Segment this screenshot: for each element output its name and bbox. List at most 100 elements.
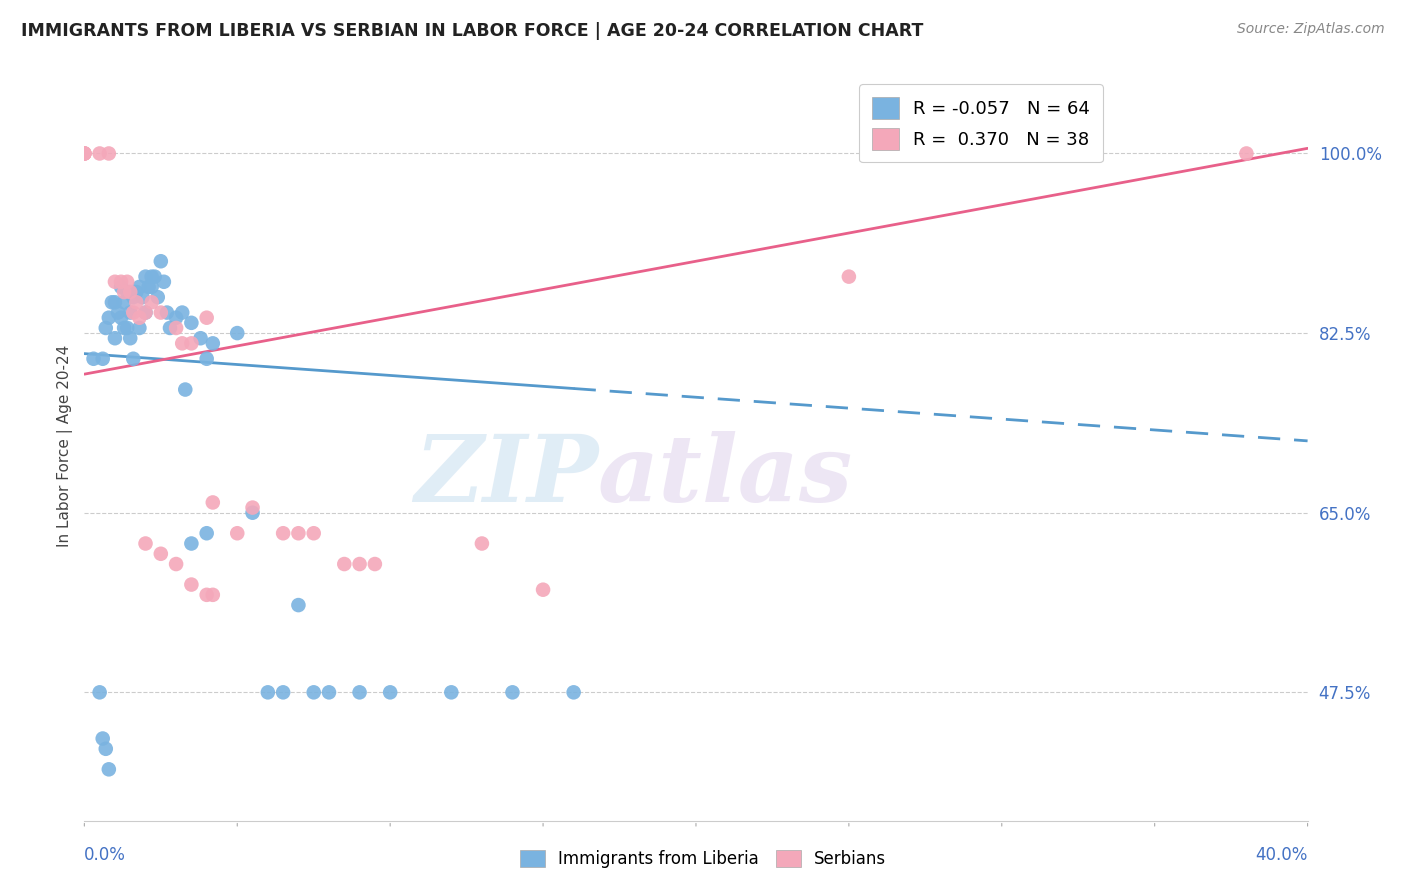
Point (201, 336, 224, 351)
Point (172, 305, 194, 319)
Point (97, 762, 120, 776)
Point (120, 285, 142, 299)
Point (91, 351, 114, 366)
Point (271, 526, 294, 541)
Point (242, 500, 264, 515)
Point (91, 731, 114, 746)
Point (128, 310, 150, 325)
Point (226, 526, 249, 541)
Text: IMMIGRANTS FROM LIBERIA VS SERBIAN IN LABOR FORCE | AGE 20-24 CORRELATION CHART: IMMIGRANTS FROM LIBERIA VS SERBIAN IN LA… (21, 22, 924, 40)
Point (156, 305, 179, 319)
Point (97, 146, 120, 161)
Point (201, 495, 224, 509)
Point (94, 741, 117, 756)
Point (104, 295, 127, 310)
Point (73, 146, 96, 161)
Point (94, 321, 117, 335)
Point (110, 310, 132, 325)
Point (115, 321, 138, 335)
Point (143, 269, 166, 284)
Point (502, 685, 524, 699)
Point (180, 536, 202, 550)
Point (107, 305, 129, 319)
Point (180, 336, 202, 351)
Point (287, 526, 309, 541)
Point (73, 146, 96, 161)
Point (141, 269, 163, 284)
Point (135, 269, 157, 284)
Y-axis label: In Labor Force | Age 20-24: In Labor Force | Age 20-24 (58, 345, 73, 547)
Point (89, 685, 111, 699)
Point (471, 536, 494, 550)
Point (122, 290, 145, 304)
Point (122, 305, 145, 319)
Point (128, 280, 150, 294)
Point (104, 275, 127, 289)
Point (180, 577, 202, 591)
Point (287, 598, 309, 612)
Point (172, 336, 194, 351)
Point (302, 685, 325, 699)
Point (165, 557, 187, 571)
Point (838, 269, 860, 284)
Point (115, 285, 138, 299)
Point (195, 310, 218, 325)
Legend: Immigrants from Liberia, Serbians: Immigrants from Liberia, Serbians (513, 843, 893, 875)
Point (349, 557, 371, 571)
Point (149, 305, 172, 319)
Point (110, 280, 132, 294)
Point (165, 310, 187, 325)
Point (125, 295, 148, 310)
Point (195, 588, 218, 602)
Point (135, 536, 157, 550)
Point (180, 316, 202, 330)
Point (122, 351, 145, 366)
Point (73, 146, 96, 161)
Point (138, 280, 160, 294)
Text: 0.0%: 0.0% (84, 847, 127, 864)
Point (165, 321, 187, 335)
Point (131, 290, 153, 304)
Point (135, 305, 157, 319)
Point (141, 295, 163, 310)
Point (201, 588, 224, 602)
Point (318, 685, 340, 699)
Point (440, 685, 463, 699)
Text: atlas: atlas (598, 431, 853, 521)
Point (112, 285, 135, 299)
Point (257, 685, 280, 699)
Point (195, 351, 218, 366)
Point (97, 310, 120, 325)
Text: 40.0%: 40.0% (1256, 847, 1308, 864)
Point (302, 526, 325, 541)
Point (125, 285, 148, 299)
Point (195, 526, 218, 541)
Point (153, 275, 176, 289)
Point (271, 685, 294, 699)
Point (562, 685, 585, 699)
Point (101, 295, 124, 310)
Point (364, 557, 387, 571)
Point (112, 321, 135, 335)
Point (104, 331, 127, 345)
Point (135, 305, 157, 319)
Point (120, 305, 142, 319)
Point (149, 547, 172, 561)
Point (83, 351, 105, 366)
Point (174, 383, 197, 397)
Point (149, 254, 172, 268)
Point (89, 146, 111, 161)
Point (380, 685, 402, 699)
Point (146, 290, 169, 304)
Point (73, 146, 96, 161)
Point (349, 685, 371, 699)
Point (128, 321, 150, 335)
Point (242, 506, 264, 520)
Point (112, 295, 135, 310)
Point (333, 557, 356, 571)
Legend: R = -0.057   N = 64, R =  0.370   N = 38: R = -0.057 N = 64, R = 0.370 N = 38 (859, 84, 1102, 162)
Point (531, 582, 554, 597)
Point (110, 275, 132, 289)
Point (115, 275, 138, 289)
Point (226, 326, 249, 340)
